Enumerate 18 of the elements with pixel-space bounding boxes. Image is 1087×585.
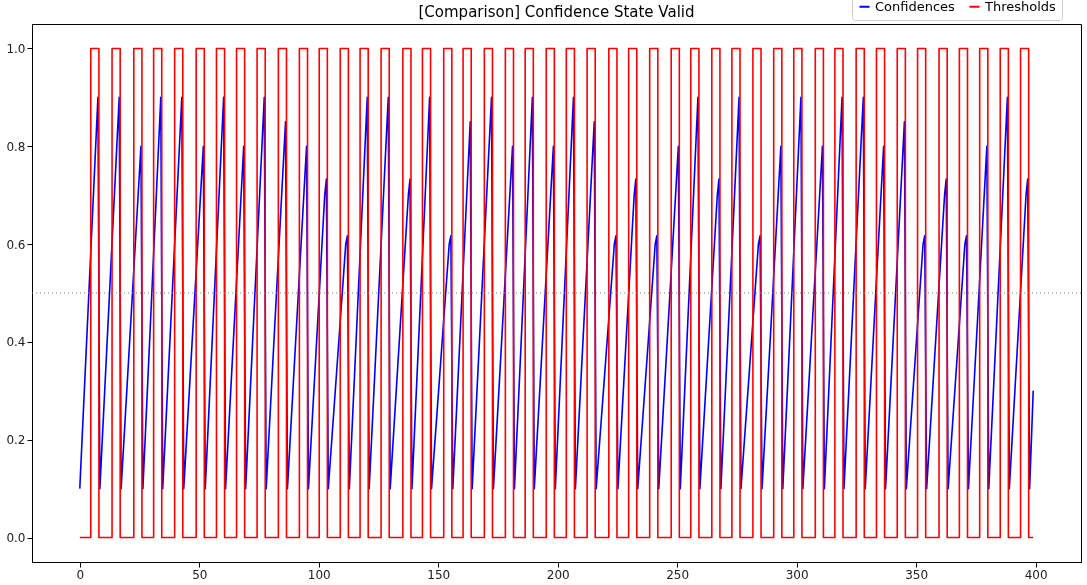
x-tick-label: 0 bbox=[76, 567, 85, 582]
y-tick-label: 0.8 bbox=[6, 139, 26, 154]
y-tick-label: 0.0 bbox=[6, 531, 26, 546]
legend-label: Confidences bbox=[875, 0, 956, 14]
x-tick-label: 200 bbox=[546, 567, 570, 582]
x-tick-label: 50 bbox=[192, 567, 208, 582]
x-tick-label: 300 bbox=[785, 567, 809, 582]
y-tick-label: 0.4 bbox=[6, 335, 26, 350]
y-tick-label: 1.0 bbox=[6, 41, 26, 56]
legend-label: Thresholds bbox=[984, 0, 1057, 14]
y-tick-label: 0.2 bbox=[6, 433, 26, 448]
x-tick-label: 150 bbox=[427, 567, 451, 582]
chart-title: [Comparison] Confidence State Valid bbox=[418, 3, 695, 21]
x-tick-label: 100 bbox=[307, 567, 331, 582]
x-tick-label: 250 bbox=[666, 567, 690, 582]
y-tick-label: 0.6 bbox=[6, 237, 26, 252]
x-tick-label: 350 bbox=[905, 567, 929, 582]
x-tick-label: 400 bbox=[1024, 567, 1048, 582]
